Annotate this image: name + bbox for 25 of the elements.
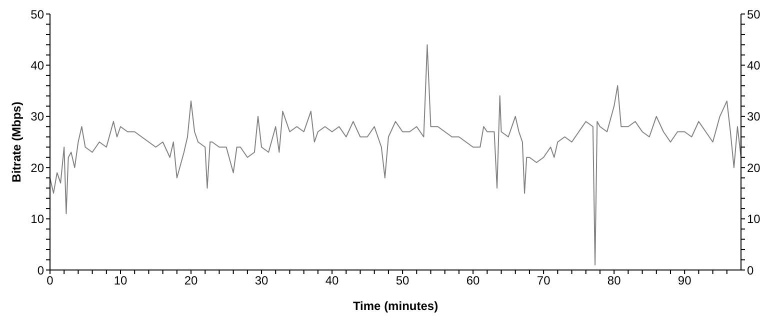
y2-tick-label: 20: [747, 160, 761, 175]
x-tick-label: 50: [396, 274, 410, 288]
y2-tick-label: 50: [747, 7, 761, 22]
x-tick-label: 70: [536, 274, 551, 288]
y2-tick-label: 10: [747, 212, 761, 226]
x-tick-label: 80: [607, 274, 622, 288]
y-tick-label: 0: [37, 263, 44, 278]
x-tick-label: 10: [114, 274, 128, 288]
x-tick-label: 20: [184, 274, 198, 288]
y-tick-label: 50: [30, 7, 44, 22]
y2-tick-label: 30: [747, 110, 761, 124]
x-tick-label: 0: [46, 274, 54, 288]
y2-tick-label: 40: [747, 58, 761, 72]
x-tick-label: 90: [678, 274, 692, 288]
x-axis-title: Time (minutes): [352, 299, 438, 313]
y-tick-label: 40: [30, 58, 44, 72]
x-tick-label: 40: [325, 274, 340, 288]
y-tick-label: 20: [30, 160, 44, 175]
line-series: [50, 44, 741, 266]
y2-tick-label: 0: [747, 263, 754, 278]
x-tick-label: 60: [466, 274, 480, 288]
y-axis-title: Bitrate (Mbps): [9, 102, 24, 182]
y-tick-label: 30: [30, 110, 44, 124]
x-tick-label: 30: [254, 274, 269, 288]
y-tick-label: 10: [30, 212, 44, 226]
